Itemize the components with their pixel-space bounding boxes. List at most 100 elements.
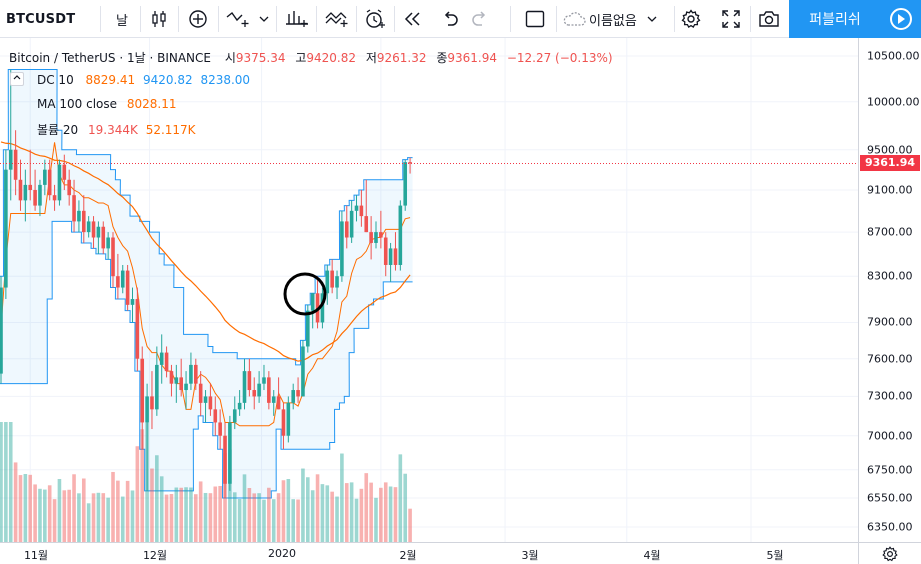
- interval-button[interactable]: 날: [116, 13, 128, 29]
- volume-bar: [0, 422, 3, 542]
- publish-button[interactable]: 퍼블리쉬: [789, 0, 881, 38]
- volume-bar: [296, 499, 300, 542]
- candle-body: [96, 226, 101, 238]
- volume-value: 19.344K: [88, 123, 138, 137]
- toolbar-divider: [316, 6, 317, 32]
- time-axis[interactable]: 11월 12월 2020 2월 3월 4월 5월: [0, 542, 858, 564]
- volume-ma-value: 52.117K: [145, 123, 196, 137]
- volume-bar: [247, 488, 252, 542]
- candle-body: [379, 232, 383, 238]
- candle-body: [52, 195, 57, 201]
- layout-icon[interactable]: [522, 0, 548, 38]
- candle-body: [145, 396, 149, 423]
- price-tick-label: 8700.00: [867, 225, 913, 239]
- candle-body: [320, 293, 325, 323]
- gear-icon: [882, 545, 898, 561]
- indicator-legend-volume[interactable]: 볼륨 20 19.344K 52.117K: [37, 121, 196, 138]
- toolbar-divider: [100, 6, 101, 32]
- candle-body: [164, 352, 169, 372]
- volume-bar: [106, 497, 110, 542]
- candle-body: [28, 184, 33, 191]
- volume-bar: [213, 486, 218, 542]
- replay-icon[interactable]: [400, 0, 426, 38]
- legend-collapse-button[interactable]: [10, 72, 24, 86]
- candle-body: [271, 396, 276, 403]
- candle-body: [218, 422, 222, 436]
- price-axis[interactable]: 10500.00 10000.00 9500.00 9100.00 8700.00 830…: [858, 38, 921, 542]
- volume-bar: [344, 483, 349, 542]
- donchian-band-fill: [0, 69, 413, 498]
- price-chart[interactable]: [0, 38, 858, 542]
- volume-bar: [52, 499, 57, 542]
- volume-bar: [218, 485, 222, 542]
- candle-body: [106, 237, 110, 249]
- volume-bar: [23, 474, 28, 542]
- play-icon: [890, 8, 912, 30]
- candle-body: [349, 210, 354, 238]
- volume-bar: [330, 491, 334, 542]
- candle-body: [179, 377, 183, 391]
- chevron-down-icon[interactable]: [256, 0, 272, 38]
- price-tick-label: 7900.00: [867, 315, 913, 329]
- cloud-icon: [562, 11, 586, 27]
- candle-body: [310, 293, 315, 311]
- candle-body: [198, 383, 203, 403]
- save-layout-button[interactable]: 이름없음: [562, 0, 672, 38]
- symbol-search-button[interactable]: BTCUSDT: [6, 11, 76, 27]
- candle-body: [223, 435, 227, 484]
- chart-pane[interactable]: [0, 38, 858, 542]
- symbol-legend[interactable]: Bitcoin / TetherUS · 1날 · BINANCE 시9375.…: [9, 49, 613, 66]
- candle-body: [403, 162, 408, 206]
- time-tick-label: 2월: [399, 549, 417, 562]
- compare-icon[interactable]: [282, 0, 312, 38]
- toolbar-divider: [510, 6, 511, 32]
- volume-bar: [8, 422, 13, 542]
- candle-body: [232, 409, 237, 423]
- candle-body: [301, 346, 305, 397]
- indicator-legend-dc[interactable]: DC 10 8829.41 9420.82 8238.00: [37, 73, 250, 87]
- volume-bar: [174, 487, 179, 542]
- play-button[interactable]: [881, 0, 921, 38]
- toolbar-divider: [356, 6, 357, 32]
- volume-bar: [291, 499, 295, 542]
- add-indicator-icon[interactable]: [186, 0, 210, 38]
- candle-body: [354, 205, 359, 211]
- price-tick-label: 6750.00: [867, 463, 913, 477]
- camera-icon[interactable]: [756, 0, 782, 38]
- indicator-legend-ma[interactable]: MA 100 close 8028.11: [37, 97, 176, 111]
- indicators-icon[interactable]: [224, 0, 254, 38]
- candle-body: [262, 377, 266, 384]
- candle-style-icon[interactable]: [148, 0, 170, 38]
- candle-body: [0, 287, 3, 374]
- candle-body: [184, 383, 188, 391]
- redo-icon[interactable]: [468, 0, 492, 38]
- undo-icon[interactable]: [438, 0, 462, 38]
- templates-icon[interactable]: [322, 0, 352, 38]
- legend-high: 9420.82: [306, 51, 356, 65]
- candle-body: [111, 237, 115, 277]
- candle-body: [174, 377, 179, 384]
- candle-body: [398, 205, 403, 265]
- candle-body: [159, 352, 164, 365]
- volume-bar: [301, 468, 305, 542]
- price-tick-label: 6350.00: [867, 520, 913, 534]
- candle-body: [281, 409, 286, 436]
- fullscreen-icon[interactable]: [718, 0, 744, 38]
- candle-body: [101, 226, 106, 249]
- candle-body: [364, 216, 369, 233]
- candle-body: [340, 221, 344, 277]
- toolbar-divider: [750, 6, 751, 32]
- volume-bar: [184, 487, 188, 542]
- axis-settings-button[interactable]: [858, 542, 921, 564]
- price-tick-label: 8300.00: [867, 269, 913, 283]
- volume-bar: [155, 455, 159, 542]
- candle-body: [18, 179, 23, 201]
- alert-clock-icon[interactable]: [362, 0, 388, 38]
- gear-icon[interactable]: [678, 0, 704, 38]
- volume-bar: [208, 493, 213, 542]
- time-tick-label: 3월: [521, 549, 539, 562]
- volume-bar: [393, 487, 398, 542]
- candle-body: [67, 179, 71, 196]
- legend-low: 9261.32: [376, 51, 427, 65]
- toolbar-divider: [556, 6, 557, 32]
